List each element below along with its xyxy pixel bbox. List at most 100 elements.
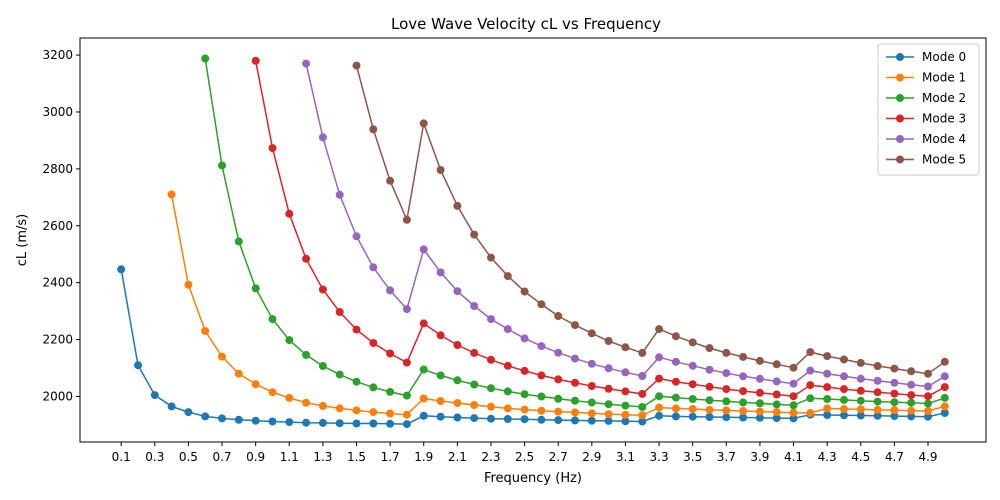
data-point (890, 412, 899, 421)
data-point (571, 321, 579, 330)
data-point (671, 377, 680, 386)
data-point (318, 418, 327, 427)
data-point (688, 395, 697, 403)
data-point (369, 263, 378, 272)
data-point (789, 408, 798, 417)
x-tick-label: 3.9 (750, 450, 769, 464)
data-point (134, 361, 142, 370)
data-point (655, 325, 664, 334)
data-point (268, 388, 277, 397)
data-point (234, 237, 243, 246)
legend-label: Mode 4 (922, 132, 966, 146)
data-point (352, 377, 361, 386)
data-point (537, 406, 546, 415)
x-tick-label: 0.3 (145, 450, 164, 464)
data-point (318, 401, 327, 410)
data-point (201, 327, 210, 335)
data-point (285, 418, 294, 427)
data-point (688, 380, 697, 389)
data-point (117, 265, 126, 274)
legend-label: Mode 5 (922, 153, 966, 167)
data-point (907, 398, 916, 407)
data-point (722, 369, 731, 378)
data-point (840, 395, 848, 404)
data-point (587, 409, 596, 418)
data-point (755, 374, 764, 383)
y-tick-label: 2400 (42, 276, 73, 290)
data-point (503, 361, 512, 370)
data-point (604, 384, 613, 393)
data-point (470, 302, 479, 310)
data-point (621, 387, 630, 396)
data-point (890, 364, 899, 373)
data-point (571, 378, 579, 387)
data-point (890, 378, 899, 387)
legend-marker (896, 155, 904, 164)
data-point (621, 401, 630, 410)
data-point (772, 390, 781, 399)
data-point (285, 393, 294, 402)
legend-item: Mode 3 (886, 112, 966, 126)
data-point (386, 286, 395, 295)
data-point (251, 416, 260, 425)
data-point (621, 368, 630, 377)
data-point (520, 334, 529, 343)
data-point (671, 404, 680, 413)
data-point (604, 364, 613, 373)
data-point (755, 413, 764, 422)
data-point (907, 406, 916, 415)
data-point (604, 416, 613, 425)
x-tick-label: 4.7 (885, 450, 904, 464)
data-point (772, 400, 781, 409)
data-point (856, 358, 865, 367)
x-tick-label: 4.3 (818, 450, 837, 464)
data-point (537, 415, 546, 424)
data-point (554, 375, 563, 384)
data-point (167, 402, 176, 411)
data-point (890, 389, 899, 398)
x-tick-label: 0.5 (179, 450, 198, 464)
data-point (537, 342, 546, 351)
data-point (285, 336, 294, 345)
legend-marker (896, 94, 904, 102)
data-point (655, 411, 664, 420)
data-point (520, 390, 529, 399)
data-point (890, 406, 899, 415)
x-axis: 0.1 0.3 0.5 0.7 0.9 1.1 1.3 1.5 1.7 1.9 2.1 2.3 2.5 2… (112, 442, 938, 464)
data-point (520, 415, 529, 424)
x-tick-label: 3.3 (650, 450, 669, 464)
data-point (453, 413, 462, 422)
data-point (856, 386, 865, 395)
data-point (655, 392, 664, 401)
data-point (840, 411, 848, 420)
y-tick-label: 2800 (42, 162, 73, 176)
data-point (940, 393, 949, 402)
y-axis: 2000 2200 2400 2600 2800 3000 3200 (42, 48, 80, 403)
data-point (705, 344, 714, 353)
data-point (386, 349, 395, 358)
data-point (873, 411, 882, 420)
data-point (436, 397, 445, 405)
data-point (940, 402, 949, 411)
legend-item: Mode 2 (886, 91, 966, 105)
data-point (386, 387, 395, 396)
data-point (739, 413, 748, 422)
y-tick-label: 2200 (42, 333, 73, 347)
legend-marker (896, 53, 904, 61)
data-point (470, 230, 479, 239)
data-point (554, 416, 563, 425)
data-point (873, 397, 882, 406)
data-point (503, 272, 512, 281)
data-point (302, 418, 311, 427)
data-point (856, 405, 865, 414)
data-point (789, 379, 798, 388)
data-point (419, 394, 428, 403)
data-point (335, 419, 344, 428)
data-point (352, 406, 361, 415)
data-point (907, 391, 916, 400)
data-point (503, 325, 512, 334)
data-point (386, 409, 395, 418)
series-layer (117, 54, 949, 429)
data-point (402, 420, 411, 429)
